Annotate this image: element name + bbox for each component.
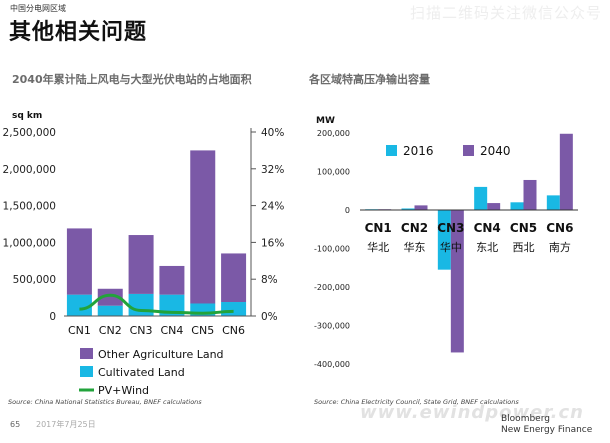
- right-category-label-cn: 东北: [476, 241, 498, 254]
- bar-2016: [401, 208, 415, 210]
- right-ytick-label: -400,000: [314, 360, 350, 369]
- left-source-note: Source: China National Statistics Bureau…: [8, 398, 202, 406]
- legend-label-pv-wind: PV+Wind: [98, 384, 149, 397]
- right-category-label: CN2: [401, 221, 428, 235]
- cultivated-bar: [66, 294, 92, 316]
- site-watermark: www.ewindpower.cn: [360, 402, 584, 423]
- right-chart-title: 各区域特高压净输出容量: [309, 73, 430, 86]
- left-ytick-label: 500,000: [13, 274, 56, 286]
- right-category-label-cn: 华中: [440, 240, 462, 254]
- right-category-label: CN3: [437, 221, 464, 235]
- bar-2040: [523, 179, 537, 210]
- bar-2016: [546, 195, 560, 210]
- page-title: 其他相关问题: [9, 20, 148, 45]
- legend-label-other-agri: Other Agriculture Land: [98, 348, 224, 361]
- right-ytick-label: -100,000: [314, 245, 350, 254]
- right-category-label: CN5: [510, 221, 537, 235]
- footer-date: 2017年7月25日: [36, 420, 96, 429]
- left-category-label: CN2: [99, 324, 122, 337]
- left-category-label: CN5: [191, 324, 214, 337]
- left-ytick-label: 2,500,000: [3, 127, 56, 139]
- right-ylabel: MW: [316, 116, 335, 126]
- cultivated-bar: [97, 305, 123, 316]
- right-category-label: CN6: [546, 221, 573, 235]
- page-number: 65: [10, 420, 21, 429]
- bar-2016: [474, 186, 488, 210]
- other-agri-bar: [97, 288, 123, 306]
- other-agri-bar: [128, 235, 154, 294]
- legend-label-2016: 2016: [403, 144, 434, 158]
- right-ytick-label: 200,000: [317, 129, 350, 138]
- cultivated-bar: [221, 302, 247, 316]
- left-category-label: CN4: [160, 324, 183, 337]
- right-category-label-cn: 南方: [549, 240, 571, 254]
- right-category-label: CN4: [474, 221, 501, 235]
- other-agri-bar: [190, 150, 216, 304]
- left-y2tick-label: 0%: [261, 311, 278, 323]
- left-y2tick-label: 16%: [261, 237, 284, 249]
- legend-label-cultivated: Cultivated Land: [98, 366, 185, 379]
- cultivated-bar: [128, 293, 154, 316]
- legend-swatch-other-agri: [80, 348, 93, 359]
- left-ytick-label: 0: [49, 311, 56, 323]
- bar-2016: [510, 202, 524, 210]
- left-category-label: CN6: [222, 324, 245, 337]
- left-chart-title: 2040年累计陆上风电与大型光伏电站的占地面积: [12, 73, 252, 86]
- pv-wind-line: [79, 293, 234, 315]
- right-ytick-label: -200,000: [314, 283, 350, 292]
- left-ytick-label: 1,000,000: [3, 237, 56, 249]
- left-y2tick-label: 40%: [261, 127, 284, 139]
- left-ytick-label: 2,000,000: [3, 164, 56, 176]
- right-category-label: CN1: [365, 221, 392, 235]
- right-ytick-label: -300,000: [314, 322, 350, 331]
- right-ytick-label: 100,000: [317, 168, 350, 177]
- right-category-label-cn: 华东: [404, 240, 426, 254]
- right-category-label-cn: 华北: [367, 240, 389, 254]
- brand-line-2: New Energy Finance: [501, 425, 593, 435]
- left-y2tick-label: 8%: [261, 274, 278, 286]
- left-category-label: CN1: [68, 324, 91, 337]
- bar-2040: [559, 133, 573, 210]
- left-ytick-label: 1,500,000: [3, 201, 56, 213]
- brand-line-1: Bloomberg: [501, 414, 550, 424]
- legend-label-2040: 2040: [480, 144, 511, 158]
- right-category-label-cn: 西北: [513, 241, 535, 254]
- bar-2040: [414, 205, 428, 210]
- right-source-note: Source: China Electricity Council, State…: [314, 398, 519, 406]
- other-agri-bar: [221, 253, 247, 303]
- legend-swatch-cultivated: [80, 366, 93, 377]
- bar-2016: [437, 210, 451, 270]
- legend-swatch-2016: [386, 145, 397, 156]
- bar-2040: [450, 210, 464, 353]
- left-category-label: CN3: [130, 324, 153, 337]
- right-ytick-label: 0: [345, 206, 350, 215]
- other-agri-bar: [66, 228, 92, 295]
- top-watermark: 扫描二维码关注微信公众号: [409, 4, 602, 22]
- left-ylabel: sq km: [12, 111, 42, 121]
- legend-swatch-2040: [463, 145, 474, 156]
- other-agri-bar: [159, 265, 185, 295]
- bar-2040: [487, 203, 501, 210]
- left-y2tick-label: 32%: [261, 164, 284, 176]
- cultivated-bar: [159, 294, 185, 316]
- left-y2tick-label: 24%: [261, 201, 284, 213]
- header-tag: 中国分电网区域: [10, 4, 66, 13]
